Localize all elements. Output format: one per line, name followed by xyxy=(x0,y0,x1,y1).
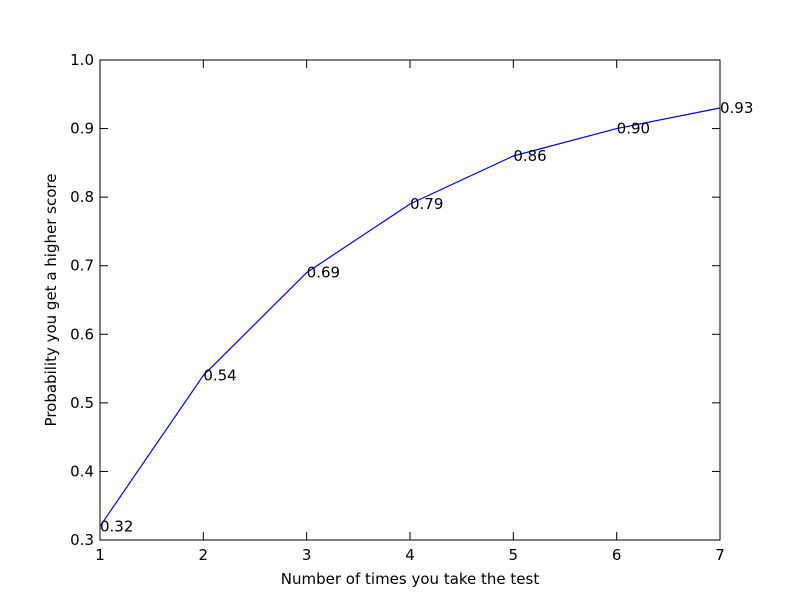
data-label: 0.86 xyxy=(513,147,546,165)
data-label: 0.32 xyxy=(100,517,133,535)
y-tick-label: 0.6 xyxy=(70,325,94,343)
data-label: 0.93 xyxy=(720,99,753,117)
axis-tick-labels: 1 2 3 4 5 6 7 0.3 0.4 0.5 0.6 0.7 0.8 0.9 1.0 xyxy=(70,51,725,564)
data-labels: 0.32 0.54 0.69 0.79 0.86 0.90 0.93 xyxy=(100,99,753,535)
y-tick-label: 0.4 xyxy=(70,462,94,480)
y-tick-label: 0.7 xyxy=(70,257,94,275)
x-tick-label: 7 xyxy=(715,546,725,564)
x-tick-label: 2 xyxy=(199,546,209,564)
series-line xyxy=(99,107,721,527)
x-tick-label: 6 xyxy=(612,546,622,564)
x-tick-label: 4 xyxy=(405,546,415,564)
y-tick-label: 0.9 xyxy=(70,120,94,138)
data-label: 0.90 xyxy=(617,120,650,138)
x-tick-label: 1 xyxy=(95,546,105,564)
y-tick-label: 0.3 xyxy=(70,531,94,549)
data-label: 0.54 xyxy=(203,366,236,384)
data-label: 0.69 xyxy=(307,264,340,282)
x-tick-label: 3 xyxy=(302,546,312,564)
data-label: 0.79 xyxy=(410,195,443,213)
y-tick-label: 0.5 xyxy=(70,394,94,412)
axis-ticks xyxy=(99,59,721,541)
x-axis-title: Number of times you take the test xyxy=(281,570,540,588)
x-tick-label: 5 xyxy=(509,546,519,564)
y-tick-label: 1.0 xyxy=(70,51,94,69)
plot-area-frame xyxy=(99,59,721,541)
y-tick-label: 0.8 xyxy=(70,188,94,206)
y-axis-title: Probability you get a higher score xyxy=(42,174,60,427)
